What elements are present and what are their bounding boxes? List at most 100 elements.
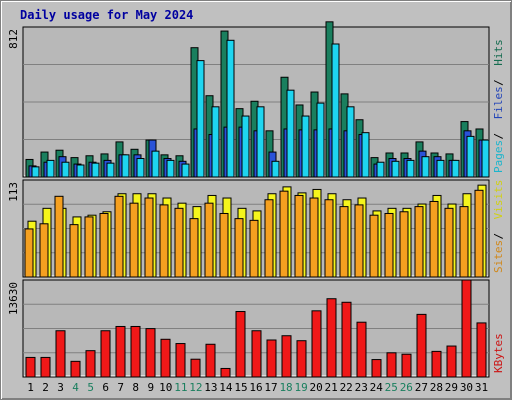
bar-kbytes — [371, 359, 382, 378]
bar-sites — [309, 197, 319, 278]
bar-pages — [391, 160, 400, 178]
bar-pages — [91, 162, 100, 178]
series-label-separator: / — [492, 133, 505, 140]
bar-sites — [69, 224, 79, 278]
bar-kbytes — [401, 353, 412, 378]
bar-kbytes — [386, 352, 397, 378]
bar-sites — [369, 214, 379, 278]
bar-kbytes — [461, 279, 472, 378]
x-tick-label: 5 — [87, 381, 94, 394]
bar-kbytes — [266, 339, 277, 378]
x-tick-label: 27 — [415, 381, 428, 394]
bar-sites — [234, 218, 244, 278]
bar-pages — [76, 164, 85, 178]
x-tick-label: 26 — [400, 381, 413, 394]
bar-kbytes — [220, 367, 231, 378]
bar-pages — [151, 150, 160, 178]
series-label-separator: / — [492, 79, 505, 86]
bar-kbytes — [40, 356, 51, 378]
bar-kbytes — [281, 335, 292, 378]
x-tick-label: 23 — [355, 381, 368, 394]
bar-sites — [414, 206, 424, 278]
bar-pages — [346, 106, 355, 178]
bar-sites — [54, 195, 64, 278]
bar-pages — [256, 106, 265, 178]
bar-pages — [226, 39, 235, 178]
panel-middle: 113 Sites / Visits — [7, 179, 505, 278]
x-tick-label: 8 — [132, 381, 139, 394]
x-tick-label: 2 — [42, 381, 49, 394]
series-label-visits: Visits — [492, 180, 505, 220]
bar-sites — [174, 207, 184, 278]
bar-pages — [421, 156, 430, 178]
bar-sites — [444, 207, 454, 278]
series-label-sites: Sites — [492, 240, 505, 273]
bar-pages — [196, 60, 205, 178]
bar-sites — [249, 219, 259, 278]
bar-sites — [474, 189, 484, 278]
bar-pages — [361, 132, 370, 178]
y-tick-label-middle: 113 — [7, 182, 20, 202]
series-label-kbytes: KBytes — [492, 333, 505, 373]
chart-title: Daily usage for May 2024 — [20, 8, 194, 22]
bar-pages — [451, 159, 460, 178]
bar-sites — [84, 216, 94, 278]
bar-kbytes — [431, 350, 442, 378]
bar-pages — [31, 166, 40, 178]
y-tick-label-bottom: 13630 — [7, 282, 20, 315]
bar-pages — [481, 139, 490, 178]
x-tick-label: 16 — [249, 381, 262, 394]
series-label-pages: Pages — [492, 140, 505, 173]
bar-kbytes — [235, 311, 246, 378]
bar-sites — [264, 199, 274, 278]
x-tick-label: 30 — [460, 381, 473, 394]
bar-pages — [331, 43, 340, 178]
bar-sites — [429, 200, 439, 278]
bar-pages — [121, 154, 130, 178]
series-label-separator: / — [492, 233, 505, 240]
bar-kbytes — [341, 301, 352, 378]
bar-kbytes — [175, 343, 186, 378]
bar-pages — [136, 158, 145, 178]
y-tick-label-top: 812 — [7, 29, 20, 49]
bar-sites — [459, 206, 469, 278]
bar-kbytes — [100, 330, 111, 378]
bar-pages — [166, 159, 175, 178]
bar-sites — [384, 212, 394, 278]
bar-pages — [106, 162, 115, 178]
bar-kbytes — [130, 325, 141, 378]
x-tick-label: 29 — [445, 381, 458, 394]
x-tick-label: 19 — [294, 381, 307, 394]
bar-sites — [279, 190, 289, 278]
bar-kbytes — [416, 313, 427, 378]
bar-kbytes — [85, 350, 96, 378]
bar-kbytes — [25, 356, 36, 378]
bar-sites — [99, 212, 109, 278]
bar-kbytes — [55, 330, 66, 378]
bar-sites — [399, 211, 409, 278]
bar-pages — [286, 89, 295, 178]
bar-kbytes — [296, 340, 307, 378]
x-tick-label: 18 — [279, 381, 292, 394]
bar-kbytes — [115, 325, 126, 378]
bar-pages — [271, 160, 280, 178]
bar-sites — [324, 199, 334, 278]
series-label-files: Files — [492, 86, 505, 119]
x-tick-label: 6 — [102, 381, 109, 394]
bar-sites — [354, 204, 364, 278]
x-tick-label: 24 — [370, 381, 384, 394]
x-tick-label: 31 — [475, 381, 488, 394]
bar-sites — [144, 197, 154, 278]
bar-sites — [339, 206, 349, 278]
bar-kbytes — [446, 345, 457, 378]
x-tick-label: 7 — [117, 381, 124, 394]
x-tick-label: 17 — [264, 381, 277, 394]
bar-pages — [61, 161, 70, 178]
bar-sites — [204, 202, 214, 278]
x-tick-label: 1 — [27, 381, 34, 394]
bar-sites — [294, 194, 304, 278]
bar-sites — [114, 195, 124, 278]
x-tick-label: 11 — [174, 381, 187, 394]
bar-sites — [129, 202, 139, 278]
